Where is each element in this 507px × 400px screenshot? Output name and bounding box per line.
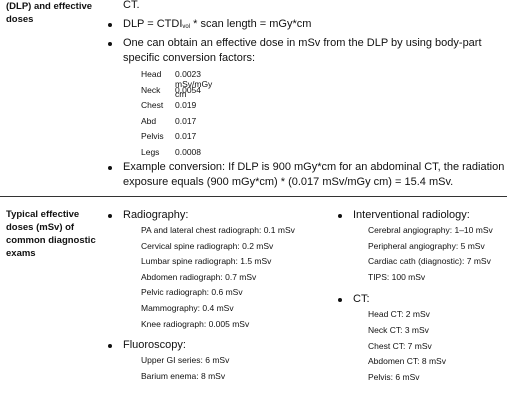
bullet-icon <box>108 42 112 46</box>
example-line1: Example conversion: If DLP is 900 mGy*cm… <box>123 161 505 173</box>
conversion-factor-part: Abd <box>141 115 157 126</box>
conversion-factor-part: Chest <box>141 100 164 110</box>
section-label-line: common diagnostic <box>6 235 96 246</box>
section-label-typical-doses: Typical effective doses (mSv) of common … <box>6 208 96 260</box>
dose-item: Cervical spine radiograph: 0.2 mSv <box>141 240 274 251</box>
dlp-formula-subscript: vol <box>182 24 191 30</box>
dose-item: Chest CT: 7 mSv <box>368 340 432 351</box>
dose-item: Barium enema: 8 mSv <box>141 370 226 381</box>
bullet-icon <box>338 214 342 218</box>
conversion-factor-part: Legs <box>141 146 160 157</box>
partial-text: CT. <box>123 0 140 11</box>
bullet-icon <box>108 344 112 349</box>
dose-item: Head CT: 2 mSv <box>368 309 430 320</box>
conversion-factor-value: 0.019 <box>175 100 197 110</box>
section-divider <box>0 196 507 197</box>
category-heading: Interventional radiology: <box>353 209 470 221</box>
conversion-factor-value: 0.0054 <box>175 84 201 95</box>
section-label-line: doses <box>6 14 34 25</box>
dose-item: Pelvic radiograph: 0.6 mSv <box>141 287 243 298</box>
dose-item: Lumbar spine radiograph: 1.5 mSv <box>141 256 272 267</box>
conversion-factor-value: 0.0008 <box>175 146 201 157</box>
dose-item: Abdomen radiograph: 0.7 mSv <box>141 271 257 282</box>
conversion-factor-part: Neck <box>141 84 161 95</box>
dose-item: Mammography: 0.4 mSv <box>141 303 234 313</box>
bullet-icon <box>108 166 112 170</box>
dose-item: Pelvis: 6 mSv <box>368 371 420 382</box>
bullet-icon <box>338 298 342 303</box>
conversion-factor-value: 0.017 <box>175 115 197 126</box>
dlp-formula: DLP = CTDIvol * scan length = mGy*cm <box>123 17 311 34</box>
dose-item: PA and lateral chest radiograph: 0.1 mSv <box>141 225 295 235</box>
dose-item: Abdomen CT: 8 mSv <box>368 356 446 367</box>
dose-item: Cardiac cath (diagnostic): 7 mSv <box>368 256 491 267</box>
conversion-factor-part: Head <box>141 69 162 79</box>
conversion-intro-line2: specific conversion factors: <box>123 52 256 64</box>
conversion-factor-value: 0.017 <box>175 131 197 141</box>
dose-item: TIPS: 100 mSv <box>368 271 426 282</box>
section-label-line: Typical effective <box>6 209 80 220</box>
bullet-icon <box>108 214 112 218</box>
dose-item: Peripheral angiography: 5 mSv <box>368 240 485 251</box>
section-label-line: exams <box>6 248 36 259</box>
conversion-intro-line1: One can obtain an effective dose in mSv … <box>123 37 482 49</box>
category-heading: Fluoroscopy: <box>123 339 186 352</box>
category-heading: CT: <box>353 293 370 306</box>
example-line2: exposure equals (900 mGy*cm) * (0.017 mS… <box>123 176 454 188</box>
dose-item: Knee radiograph: 0.005 mSv <box>141 318 250 329</box>
category-heading: Radiography: <box>123 209 189 221</box>
dose-item: Neck CT: 3 mSv <box>368 325 429 335</box>
bullet-icon <box>108 23 112 27</box>
section-label-dlp: (DLP) and effective doses <box>6 0 96 26</box>
dose-item: Cerebral angiography: 1–10 mSv <box>368 225 493 235</box>
conversion-factor-value: 0.0023 mSv/mGy cm <box>175 69 213 99</box>
section-label-line: (DLP) and effective <box>6 1 93 12</box>
dlp-formula-suffix: * scan length = mGy*cm <box>190 18 312 30</box>
dlp-formula-prefix: DLP = CTDI <box>123 18 183 30</box>
section-label-line: doses (mSv) of <box>6 222 75 233</box>
dose-item: Upper GI series: 6 mSv <box>141 355 230 366</box>
conversion-factor-part: Pelvis <box>141 131 164 141</box>
